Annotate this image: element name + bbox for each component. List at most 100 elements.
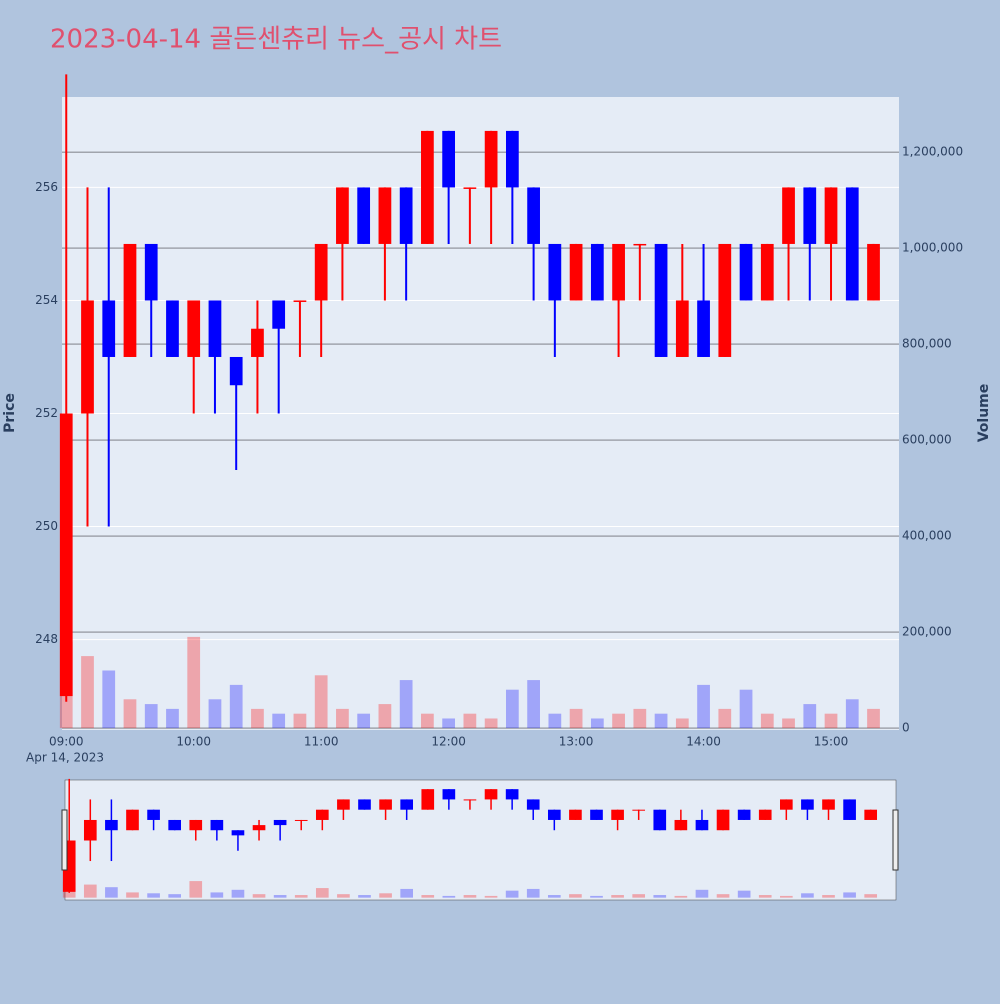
mini-volume-bar (484, 895, 498, 898)
volume-bar (314, 675, 328, 729)
volume-bar (867, 708, 880, 729)
volume-bar (357, 713, 371, 729)
volume-bar (166, 708, 179, 729)
volume-bar (293, 713, 307, 729)
mini-candle-body (590, 809, 603, 820)
candle-body (102, 300, 116, 357)
range-handle[interactable] (892, 809, 899, 871)
y-axis-title: Price (2, 393, 18, 433)
mini-volume-bar (505, 890, 519, 898)
volume-bar (760, 713, 774, 729)
candle-body (654, 243, 668, 357)
candle-body (867, 243, 880, 301)
volume-bar (251, 708, 264, 729)
mini-candle-body (400, 799, 414, 810)
mini-volume-bar (442, 895, 456, 898)
mini-candle-body (168, 819, 182, 831)
volume-bar (697, 684, 710, 729)
candle-body (612, 243, 625, 301)
mini-candle-body (189, 819, 203, 831)
candle-body (718, 243, 732, 357)
volume-bar (421, 713, 434, 729)
mini-volume-bar (822, 895, 835, 898)
candle-body (760, 243, 774, 301)
mini-candle-body (758, 809, 772, 820)
mini-volume-bar (126, 892, 139, 898)
mini-volume-bar (83, 884, 97, 898)
mini-candle-body (843, 799, 856, 820)
mini-candle-body (273, 819, 287, 826)
mini-volume-bar (695, 889, 709, 898)
mini-candle-body (611, 809, 624, 820)
x-tick-label: 13:00 (559, 735, 594, 749)
volume-bar (336, 708, 349, 729)
mini-candle-body (716, 809, 730, 831)
mini-candle-body (126, 809, 139, 831)
candle-body (123, 243, 137, 357)
mini-candle-body (632, 809, 646, 811)
range-handle[interactable] (61, 809, 68, 871)
mini-candle-body (569, 809, 582, 820)
candle-body (208, 300, 222, 357)
y-tick-label: 248 (35, 632, 58, 646)
mini-volume-bar (210, 892, 224, 898)
candle-body (484, 130, 498, 188)
mini-volume-bar (779, 895, 793, 898)
volume-bar (442, 718, 456, 729)
candle-body (336, 187, 349, 244)
candle-body (527, 187, 540, 244)
mini-candle-body (801, 799, 814, 810)
volume-bar (803, 704, 817, 729)
mini-candle-body (421, 789, 435, 810)
candle-body (590, 243, 604, 301)
mini-volume-bar (547, 895, 561, 898)
mini-volume-bar (864, 894, 878, 898)
volume-bar (548, 713, 562, 729)
mini-volume-bar (400, 888, 414, 898)
mini-candle-body (315, 809, 329, 820)
mini-candle-body (337, 799, 350, 810)
volume-bar (782, 718, 795, 729)
mini-candle-body (252, 825, 266, 831)
chart-title: 2023-04-14 골든센츄리 뉴스_공시 차트 (50, 25, 502, 55)
candle-body (633, 243, 647, 246)
mini-candle-body (231, 830, 245, 836)
volume-bar (845, 699, 859, 729)
y-tick-label: 252 (35, 406, 58, 420)
mini-volume-bar (294, 895, 308, 898)
mini-candle-body (358, 799, 371, 810)
y2-tick-label: 1,000,000 (902, 241, 963, 255)
mini-volume-bar (843, 892, 856, 898)
volume-bar (505, 689, 519, 729)
y2-tick-label: 0 (902, 721, 910, 735)
mini-volume-bar (674, 895, 688, 898)
candle-body (399, 187, 413, 244)
volume-bar (123, 699, 137, 729)
candle-body (293, 300, 307, 302)
x-tick-label: 09:00 (49, 735, 84, 749)
candle-body (782, 187, 795, 244)
candle-body (803, 187, 817, 244)
candle-body (251, 328, 264, 357)
candle-body (81, 300, 94, 414)
y2-axis-title: Volume (976, 384, 992, 443)
mini-candle-body (484, 789, 498, 800)
mini-volume-bar (590, 895, 603, 898)
mini-volume-bar (632, 894, 646, 898)
x-tick-label: 14:00 (686, 735, 721, 749)
volume-bar (208, 699, 222, 729)
y-tick-label: 250 (35, 519, 58, 533)
mini-candle-body (379, 799, 392, 810)
candle-body (166, 300, 179, 357)
range-slider[interactable] (64, 779, 897, 901)
mini-volume-bar (421, 895, 435, 898)
mini-candle-body (105, 819, 118, 831)
y-tick-label: 256 (35, 180, 58, 194)
mini-volume-bar (358, 895, 371, 898)
volume-bar (590, 718, 604, 729)
mini-candle-body (210, 819, 224, 831)
y2-tick-label: 400,000 (902, 529, 952, 543)
candle-body (314, 243, 328, 301)
